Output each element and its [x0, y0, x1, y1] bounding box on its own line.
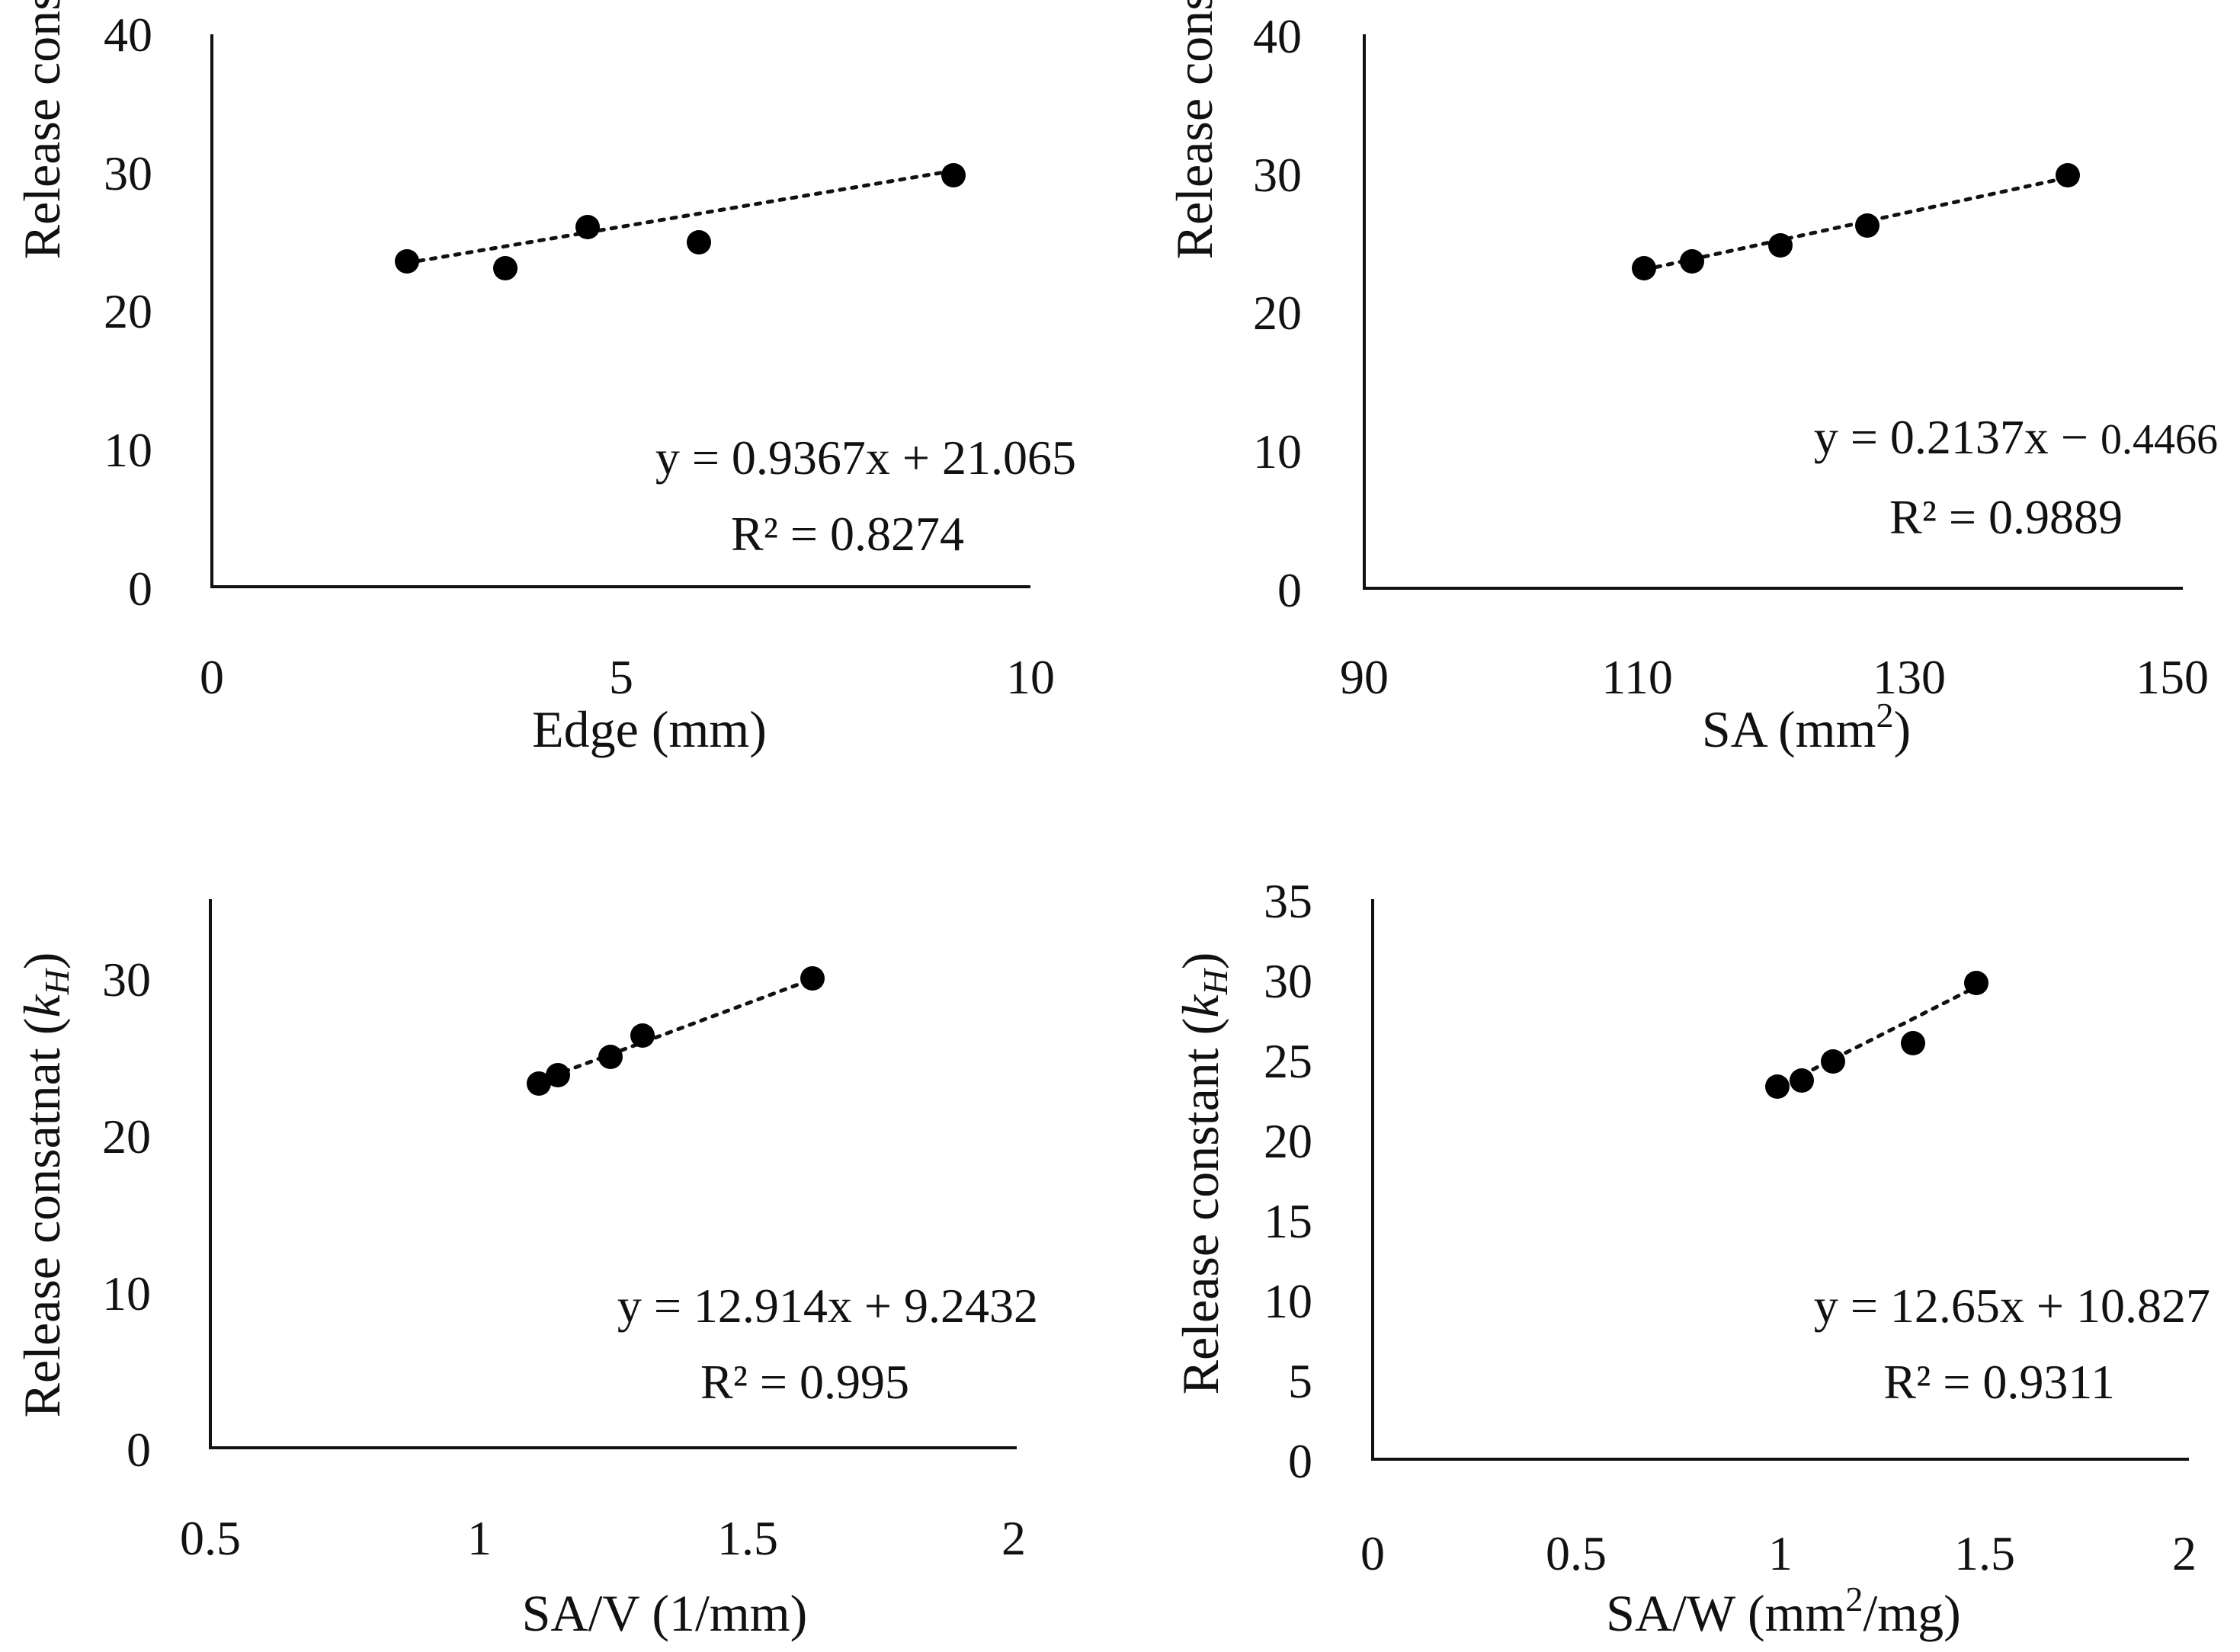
- data-point: [1855, 213, 1879, 238]
- y-tick-label: 15: [1264, 1194, 1312, 1248]
- y-tick-label: 0: [1288, 1434, 1312, 1488]
- data-point: [800, 966, 825, 991]
- x-axis-title: Edge (mm): [532, 700, 767, 758]
- y-axis-title: Release constant (kH): [1165, 0, 1229, 259]
- panel-saw-xticks: 0 0.5 1 1.5 2: [1360, 1526, 2197, 1580]
- panel-sa-xticks: 90 110 130 150: [1340, 650, 2209, 704]
- x-tick-label: 2: [1001, 1511, 1026, 1565]
- data-point: [630, 1023, 655, 1048]
- x-tick-label: 110: [1601, 650, 1673, 704]
- panel-sa-axes: [1363, 34, 2183, 590]
- data-point: [1821, 1049, 1845, 1074]
- x-tick-label: 1.5: [1954, 1526, 2015, 1580]
- panel-sa: 0 10 20 30 40 90 110 130 150 SA (mm2) Re…: [1165, 0, 2218, 758]
- panel-edge-axes: [210, 34, 1030, 588]
- panel-saw: 0 5 10 15 20 25 30 35 0 0.5 1 1.5 2 SA/W…: [1171, 874, 2210, 1642]
- x-axis-title: SA (mm2): [1702, 696, 1911, 758]
- y-tick-label: 20: [1253, 286, 1302, 340]
- y-tick-label: 30: [104, 146, 152, 200]
- y-tick-label: 40: [1253, 9, 1302, 63]
- data-point: [527, 1071, 551, 1096]
- y-tick-label: 10: [1253, 424, 1302, 479]
- r-squared: R² = 0.9311: [1883, 1355, 2115, 1409]
- x-tick-label: 10: [1006, 650, 1055, 704]
- data-point: [395, 249, 419, 274]
- panel-saw-yticks: 0 5 10 15 20 25 30 35: [1264, 874, 1312, 1488]
- data-point: [598, 1045, 623, 1069]
- panel-sav-axes: [209, 899, 1017, 1449]
- x-tick-label: 1: [467, 1511, 492, 1565]
- y-tick-label: 5: [1288, 1354, 1312, 1408]
- panel-edge-yticks: 0 10 20 30 40: [104, 8, 152, 616]
- data-point: [941, 163, 966, 187]
- x-tick-label: 1: [1768, 1526, 1793, 1580]
- x-tick-label: 0: [200, 650, 224, 704]
- x-tick-label: 5: [609, 650, 633, 704]
- panel-saw-axes: [1371, 899, 2189, 1461]
- trend-equation: y = 0.2137x − 0.4466: [1814, 410, 2218, 464]
- x-tick-label: 90: [1340, 650, 1389, 704]
- x-tick-label: 1.5: [717, 1511, 778, 1565]
- y-tick-label: 10: [102, 1266, 151, 1321]
- trendline: [405, 168, 956, 265]
- data-point: [2056, 163, 2080, 187]
- y-axis-title: Release consatnat (kH): [13, 952, 76, 1418]
- y-axis-title: Release constant (kH): [1171, 952, 1235, 1395]
- y-tick-label: 30: [1253, 148, 1302, 202]
- x-tick-label: 0.5: [180, 1511, 241, 1565]
- data-point: [1680, 249, 1704, 274]
- data-point: [575, 215, 600, 239]
- y-tick-label: 30: [102, 952, 151, 1007]
- data-point: [1765, 1074, 1790, 1099]
- y-tick-label: 20: [102, 1109, 151, 1164]
- trendline: [1642, 175, 2070, 272]
- y-tick-label: 25: [1264, 1034, 1312, 1088]
- panel-sav-xticks: 0.5 1 1.5 2: [180, 1511, 1026, 1565]
- data-point: [1768, 233, 1793, 258]
- y-tick-label: 40: [104, 8, 152, 62]
- panel-sa-yticks: 0 10 20 30 40: [1253, 9, 1302, 617]
- y-tick-label: 0: [127, 1423, 151, 1477]
- x-axis-title: SA/W (mm2/mg): [1606, 1580, 1961, 1642]
- x-tick-label: 150: [2136, 650, 2209, 704]
- trend-equation: y = 0.9367x + 21.065: [655, 431, 1076, 485]
- trendline: [1778, 984, 1979, 1088]
- y-axis-title: Release constant (kH): [13, 0, 76, 259]
- y-tick-label: 0: [1277, 563, 1302, 617]
- y-tick-label: 0: [128, 562, 152, 616]
- data-point: [1964, 971, 1988, 995]
- r-squared: R² = 0.8274: [731, 507, 964, 561]
- trend-equation: y = 12.65x + 10.827: [1814, 1279, 2210, 1333]
- x-axis-title: SA/V (1/mm): [522, 1584, 808, 1642]
- data-point: [1632, 256, 1656, 280]
- y-tick-label: 10: [1264, 1274, 1312, 1328]
- y-tick-label: 20: [1264, 1114, 1312, 1168]
- data-point: [493, 256, 518, 280]
- panel-edge: 0 10 20 30 40 0 5 10 Edge (mm) Release c…: [13, 0, 1076, 758]
- y-tick-label: 30: [1264, 954, 1312, 1008]
- panel-sav: 0 10 20 30 0.5 1 1.5 2 SA/V (1/mm) Relea…: [13, 899, 1038, 1642]
- data-point: [546, 1063, 570, 1087]
- data-point: [687, 230, 711, 255]
- panel-sav-yticks: 0 10 20 30: [102, 952, 151, 1477]
- x-tick-label: 0: [1360, 1526, 1385, 1580]
- y-tick-label: 20: [104, 284, 152, 338]
- panel-edge-points: [395, 163, 966, 280]
- r-squared: R² = 0.995: [700, 1355, 909, 1409]
- y-tick-label: 35: [1264, 874, 1312, 928]
- panel-sav-points: [527, 966, 825, 1096]
- trend-equation: y = 12.914x + 9.2432: [617, 1279, 1038, 1333]
- r-squared: R² = 0.9889: [1889, 490, 2123, 544]
- x-tick-label: 130: [1873, 650, 1946, 704]
- x-tick-label: 2: [2172, 1526, 2197, 1580]
- data-point: [1790, 1068, 1814, 1093]
- trendline: [550, 977, 815, 1078]
- y-tick-label: 10: [104, 423, 152, 477]
- x-tick-label: 0.5: [1546, 1526, 1607, 1580]
- data-point: [1901, 1031, 1925, 1055]
- panel-edge-xticks: 0 5 10: [200, 650, 1055, 704]
- panel-saw-points: [1765, 971, 1988, 1099]
- panel-sa-points: [1632, 163, 2080, 280]
